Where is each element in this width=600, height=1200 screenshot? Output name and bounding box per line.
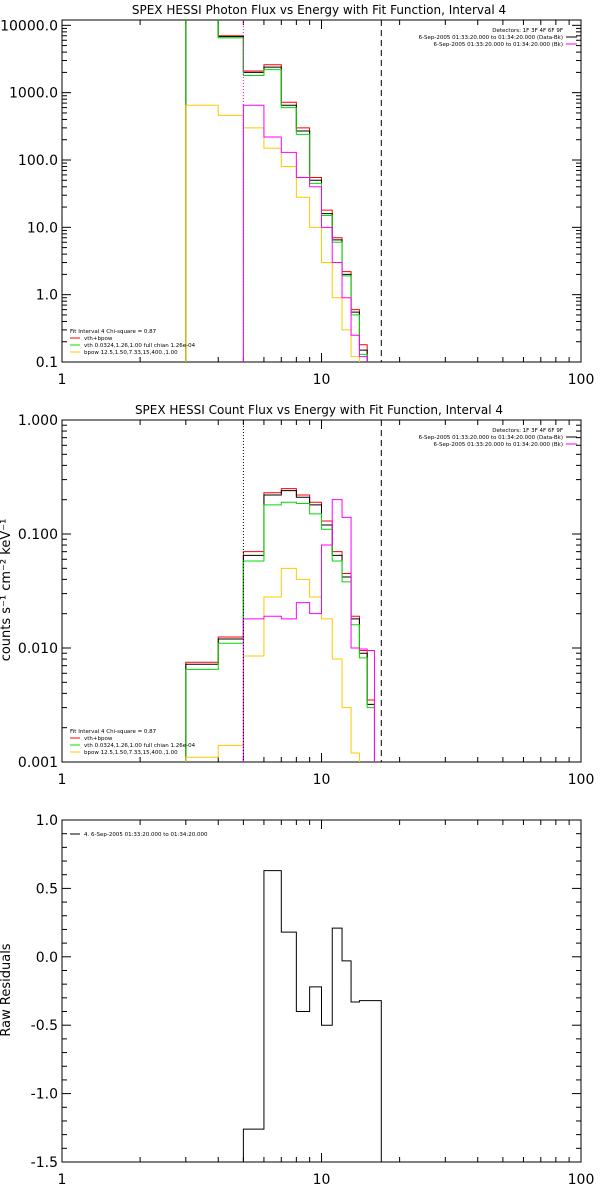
panel-title: SPEX HESSI Count Flux vs Energy with Fit… (135, 403, 503, 417)
y-tick-label: 0.0 (36, 950, 58, 966)
legend-right-text: Detectors: 1F 3F 4F 6F 9F (492, 428, 563, 434)
y-axis-label: Raw Residuals (0, 943, 14, 1036)
legend-right-text: Detectors: 1F 3F 4F 6F 9F (492, 28, 563, 34)
x-tick-label: 10 (313, 372, 331, 388)
legend-left-text: 4. 6-Sep-2005 01:33:20.000 to 01:34:20.0… (84, 832, 208, 838)
legend-right-text: 6-Sep-2005 01:33:20.000 to 01:34:20.000 … (434, 442, 564, 448)
series-bpow-histogram (185, 104, 360, 362)
panel-axes: 1 10 100 -1.5 -1.0 -0.5 0.0 0.5 1.0 4. 6-Sep-2005… (31, 813, 595, 1188)
legend-left-text: vth+bpow (84, 736, 113, 742)
legend-left-text: vth 0.0324,1.26,1.00 full chian 1.26e-04 (84, 743, 196, 749)
photon-flux-panel: SPEX HESSI Photon Flux vs Energy with Fi… (0, 3, 595, 388)
y-tick-label: 0.100 (18, 527, 58, 543)
series-vth-histogram (185, 20, 368, 362)
y-tick-label: 10000.0 (0, 18, 58, 34)
x-tick-label: 100 (568, 372, 595, 388)
y-tick-label: 1.0 (36, 288, 58, 304)
series-total-histogram (185, 490, 375, 762)
y-tick-label: 100.0 (18, 153, 58, 169)
series-bk-histogram (242, 104, 368, 362)
legend-left-text: bpow 12.5,1.50,7.33,15,400.,1.00 (84, 350, 178, 356)
y-tick-label: 0.001 (18, 755, 58, 771)
x-tick-label: 100 (568, 772, 595, 788)
x-tick-label: 10 (313, 1172, 331, 1188)
series-group (185, 488, 375, 762)
y-tick-label: 10.0 (27, 220, 58, 236)
legend-left-title: Fit Interval 4 Chi-square = 0.87 (70, 329, 157, 335)
series-vth-histogram (185, 501, 375, 762)
residuals-panel: Raw Residuals 1 10 100 -1.5 -1.0 -0.5 0.0 0.5 1.… (0, 813, 594, 1188)
y-tick-label: 1000.0 (9, 86, 58, 102)
x-tick-label: 1 (58, 372, 67, 388)
x-tick-label: 10 (313, 772, 331, 788)
y-axis-label: counts s⁻¹ cm⁻² keV⁻¹ (0, 519, 14, 662)
x-tick-label: 100 (568, 1172, 595, 1188)
y-tick-label: 0.1 (36, 355, 58, 371)
y-tick-label: 1.000 (18, 413, 58, 429)
y-tick-label: -1.0 (31, 1087, 58, 1103)
series-total-histogram (185, 20, 368, 362)
series-bpow-histogram (185, 567, 360, 762)
legend-left-text: vth 0.0324,1.26,1.00 full chian 1.26e-04 (84, 343, 196, 349)
panel-axes: 1 10 100 0.1 1.0 10.0 100.0 1000.0 10000.0 Detect… (0, 18, 595, 388)
series-data-histogram (185, 488, 375, 762)
series-total-histogram (242, 870, 382, 1162)
legend-left-title: Fit Interval 4 Chi-square = 0.87 (70, 729, 157, 735)
x-tick-label: 1 (58, 1172, 67, 1188)
y-tick-label: 0.5 (36, 881, 58, 897)
series-group (242, 870, 382, 1162)
legend-right-text: 6-Sep-2005 01:33:20.000 to 01:34:20.000 … (419, 35, 563, 41)
panel-axes: 1 10 100 0.001 0.010 0.100 1.000 Detectors: 1F … (18, 413, 595, 788)
y-tick-label: 1.0 (36, 813, 58, 829)
y-tick-label: -0.5 (31, 1018, 58, 1034)
panel-title: SPEX HESSI Photon Flux vs Energy with Fi… (132, 3, 506, 17)
x-tick-label: 1 (58, 772, 67, 788)
legend-right-text: 6-Sep-2005 01:33:20.000 to 01:34:20.000 … (434, 42, 564, 48)
legend-left-text: bpow 12.5,1.50,7.33,15,400.,1.00 (84, 750, 178, 756)
series-data-histogram (185, 20, 368, 362)
y-tick-label: -1.5 (31, 1155, 58, 1171)
legend-right-text: 6-Sep-2005 01:33:20.000 to 01:34:20.000 … (419, 435, 563, 441)
count-flux-panel: SPEX HESSI Count Flux vs Energy with Fit… (0, 403, 595, 788)
series-group (185, 20, 368, 362)
series-bk-histogram (242, 499, 375, 762)
y-tick-label: 0.010 (18, 641, 58, 657)
legend-left-text: vth+bpow (84, 336, 113, 342)
